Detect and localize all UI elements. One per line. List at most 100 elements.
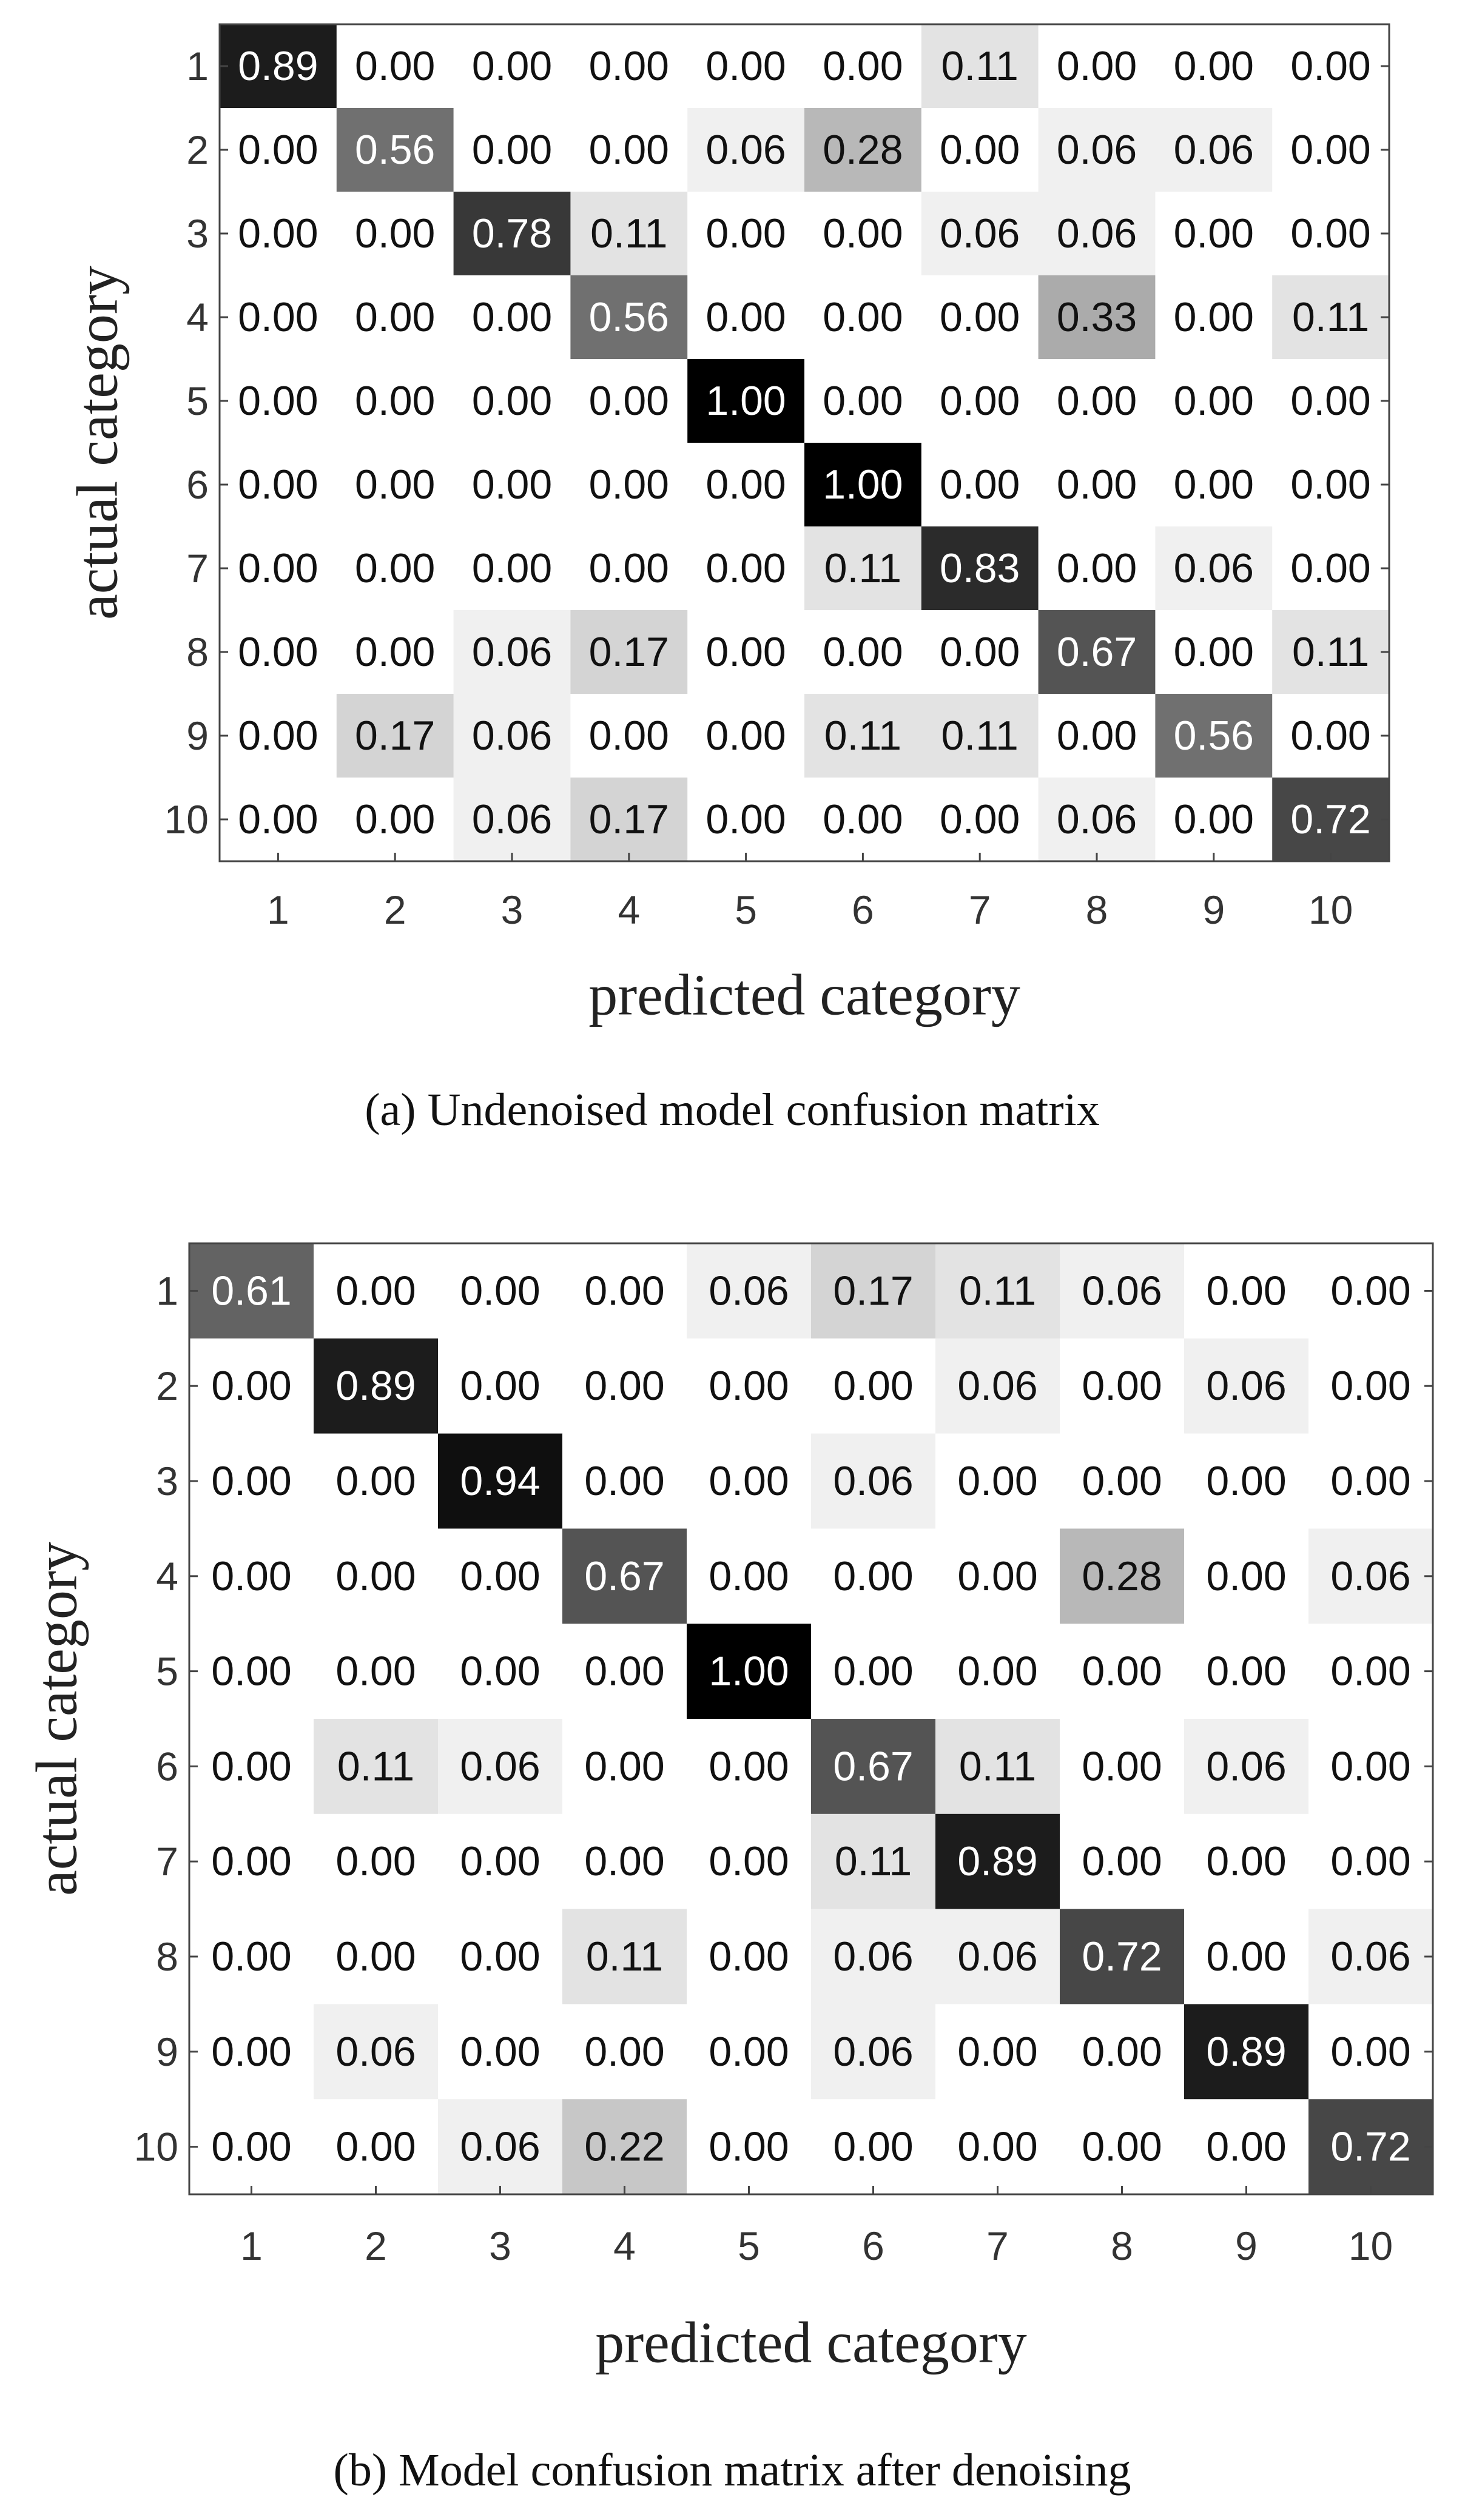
cell-label: 0.11 [337,1743,414,1789]
cell-label: 0.00 [706,210,786,257]
x-tick-label: 5 [735,887,757,932]
cell-label: 0.00 [709,1743,789,1789]
cell [438,1433,563,1529]
cell [562,1813,687,1910]
cell [935,1813,1060,1910]
cell-label: 0.00 [1082,1838,1162,1884]
cell-label: 0.06 [472,796,552,842]
cell-label: 0.22 [584,2124,664,2170]
cell-label: 0.00 [355,796,435,842]
cell [336,610,454,694]
cell [314,1433,439,1529]
cell [189,1528,314,1624]
cell [921,443,1039,527]
cell-label: 0.00 [472,378,552,424]
cell [562,1909,687,2004]
cell [570,526,688,611]
cell [562,1719,687,1815]
cell-label: 0.00 [940,127,1020,173]
cell [1308,1338,1433,1434]
cell-label: 0.06 [335,2029,416,2075]
cell-label: 0.00 [833,1553,913,1599]
cell [453,359,571,443]
cell [687,1338,812,1434]
cell [453,24,571,109]
cell [1308,2099,1433,2195]
cell-label: 0.00 [211,1363,291,1409]
cell-label: 1.00 [706,378,786,424]
cell [189,2099,314,2195]
cell-label: 0.06 [1082,1268,1162,1314]
cell [687,526,805,611]
cell-label: 0.06 [1330,1553,1410,1599]
cell [220,526,337,611]
cell [811,1338,936,1434]
cell-label: 0.00 [472,294,552,340]
cell-label: 0.11 [941,43,1019,89]
cell-label: 0.00 [1290,462,1370,508]
cell-label: 0.00 [940,629,1020,675]
cell [921,108,1039,192]
cell-label: 0.00 [335,1648,416,1695]
cell [1184,2099,1309,2195]
cell [1155,359,1273,443]
cell-label: 0.00 [709,1838,789,1884]
cell [1060,1243,1185,1339]
cell [804,443,922,527]
cell [1060,1338,1185,1434]
cell [453,443,571,527]
cell [1155,443,1273,527]
cell [189,2004,314,2100]
cell [438,1338,563,1434]
cell [921,778,1039,862]
cell-label: 0.00 [1330,1268,1410,1314]
cell-label: 0.06 [1206,1743,1286,1789]
cell-label: 0.00 [706,713,786,759]
cell-label: 0.00 [1174,294,1254,340]
cell [570,694,688,778]
x-tick-label: 6 [862,2223,884,2268]
cell [921,694,1039,778]
cell [1155,526,1273,611]
cell [570,778,688,862]
cell-label: 0.00 [1082,1363,1162,1409]
cell-label: 0.83 [940,545,1020,591]
cell [687,1624,812,1719]
cell [220,359,337,443]
cell-label: 0.06 [957,1363,1037,1409]
cell [438,1719,563,1815]
cell [935,1338,1060,1434]
cell [804,275,922,360]
cell-label: 0.00 [709,2124,789,2170]
cell-label: 0.00 [472,545,552,591]
cell [687,2004,812,2100]
cell [1038,359,1156,443]
cell [1155,694,1273,778]
cell-label: 0.00 [1330,1363,1410,1409]
cell [1184,1338,1309,1434]
cell [687,1909,812,2004]
cell-label: 0.00 [1290,43,1370,89]
cell [935,1909,1060,2004]
cell [1155,275,1273,360]
cell-label: 0.00 [1206,1458,1286,1504]
cell-label: 0.00 [472,462,552,508]
cell-label: 0.00 [1290,210,1370,257]
cell [935,1528,1060,1624]
cell-label: 0.00 [706,545,786,591]
x-tick-label: 1 [240,2223,263,2268]
cell [314,1528,439,1624]
cell [1184,1719,1309,1815]
cell [570,610,688,694]
cell [189,1719,314,1815]
cell-label: 0.06 [1174,127,1254,173]
cell-label: 0.00 [706,43,786,89]
cell [220,778,337,862]
cell-label: 0.06 [833,1458,913,1504]
cell [562,1243,687,1339]
cell-label: 0.00 [940,378,1020,424]
cell-label: 0.00 [211,1553,291,1599]
cell [570,192,688,276]
x-tick-label: 3 [489,2223,511,2268]
